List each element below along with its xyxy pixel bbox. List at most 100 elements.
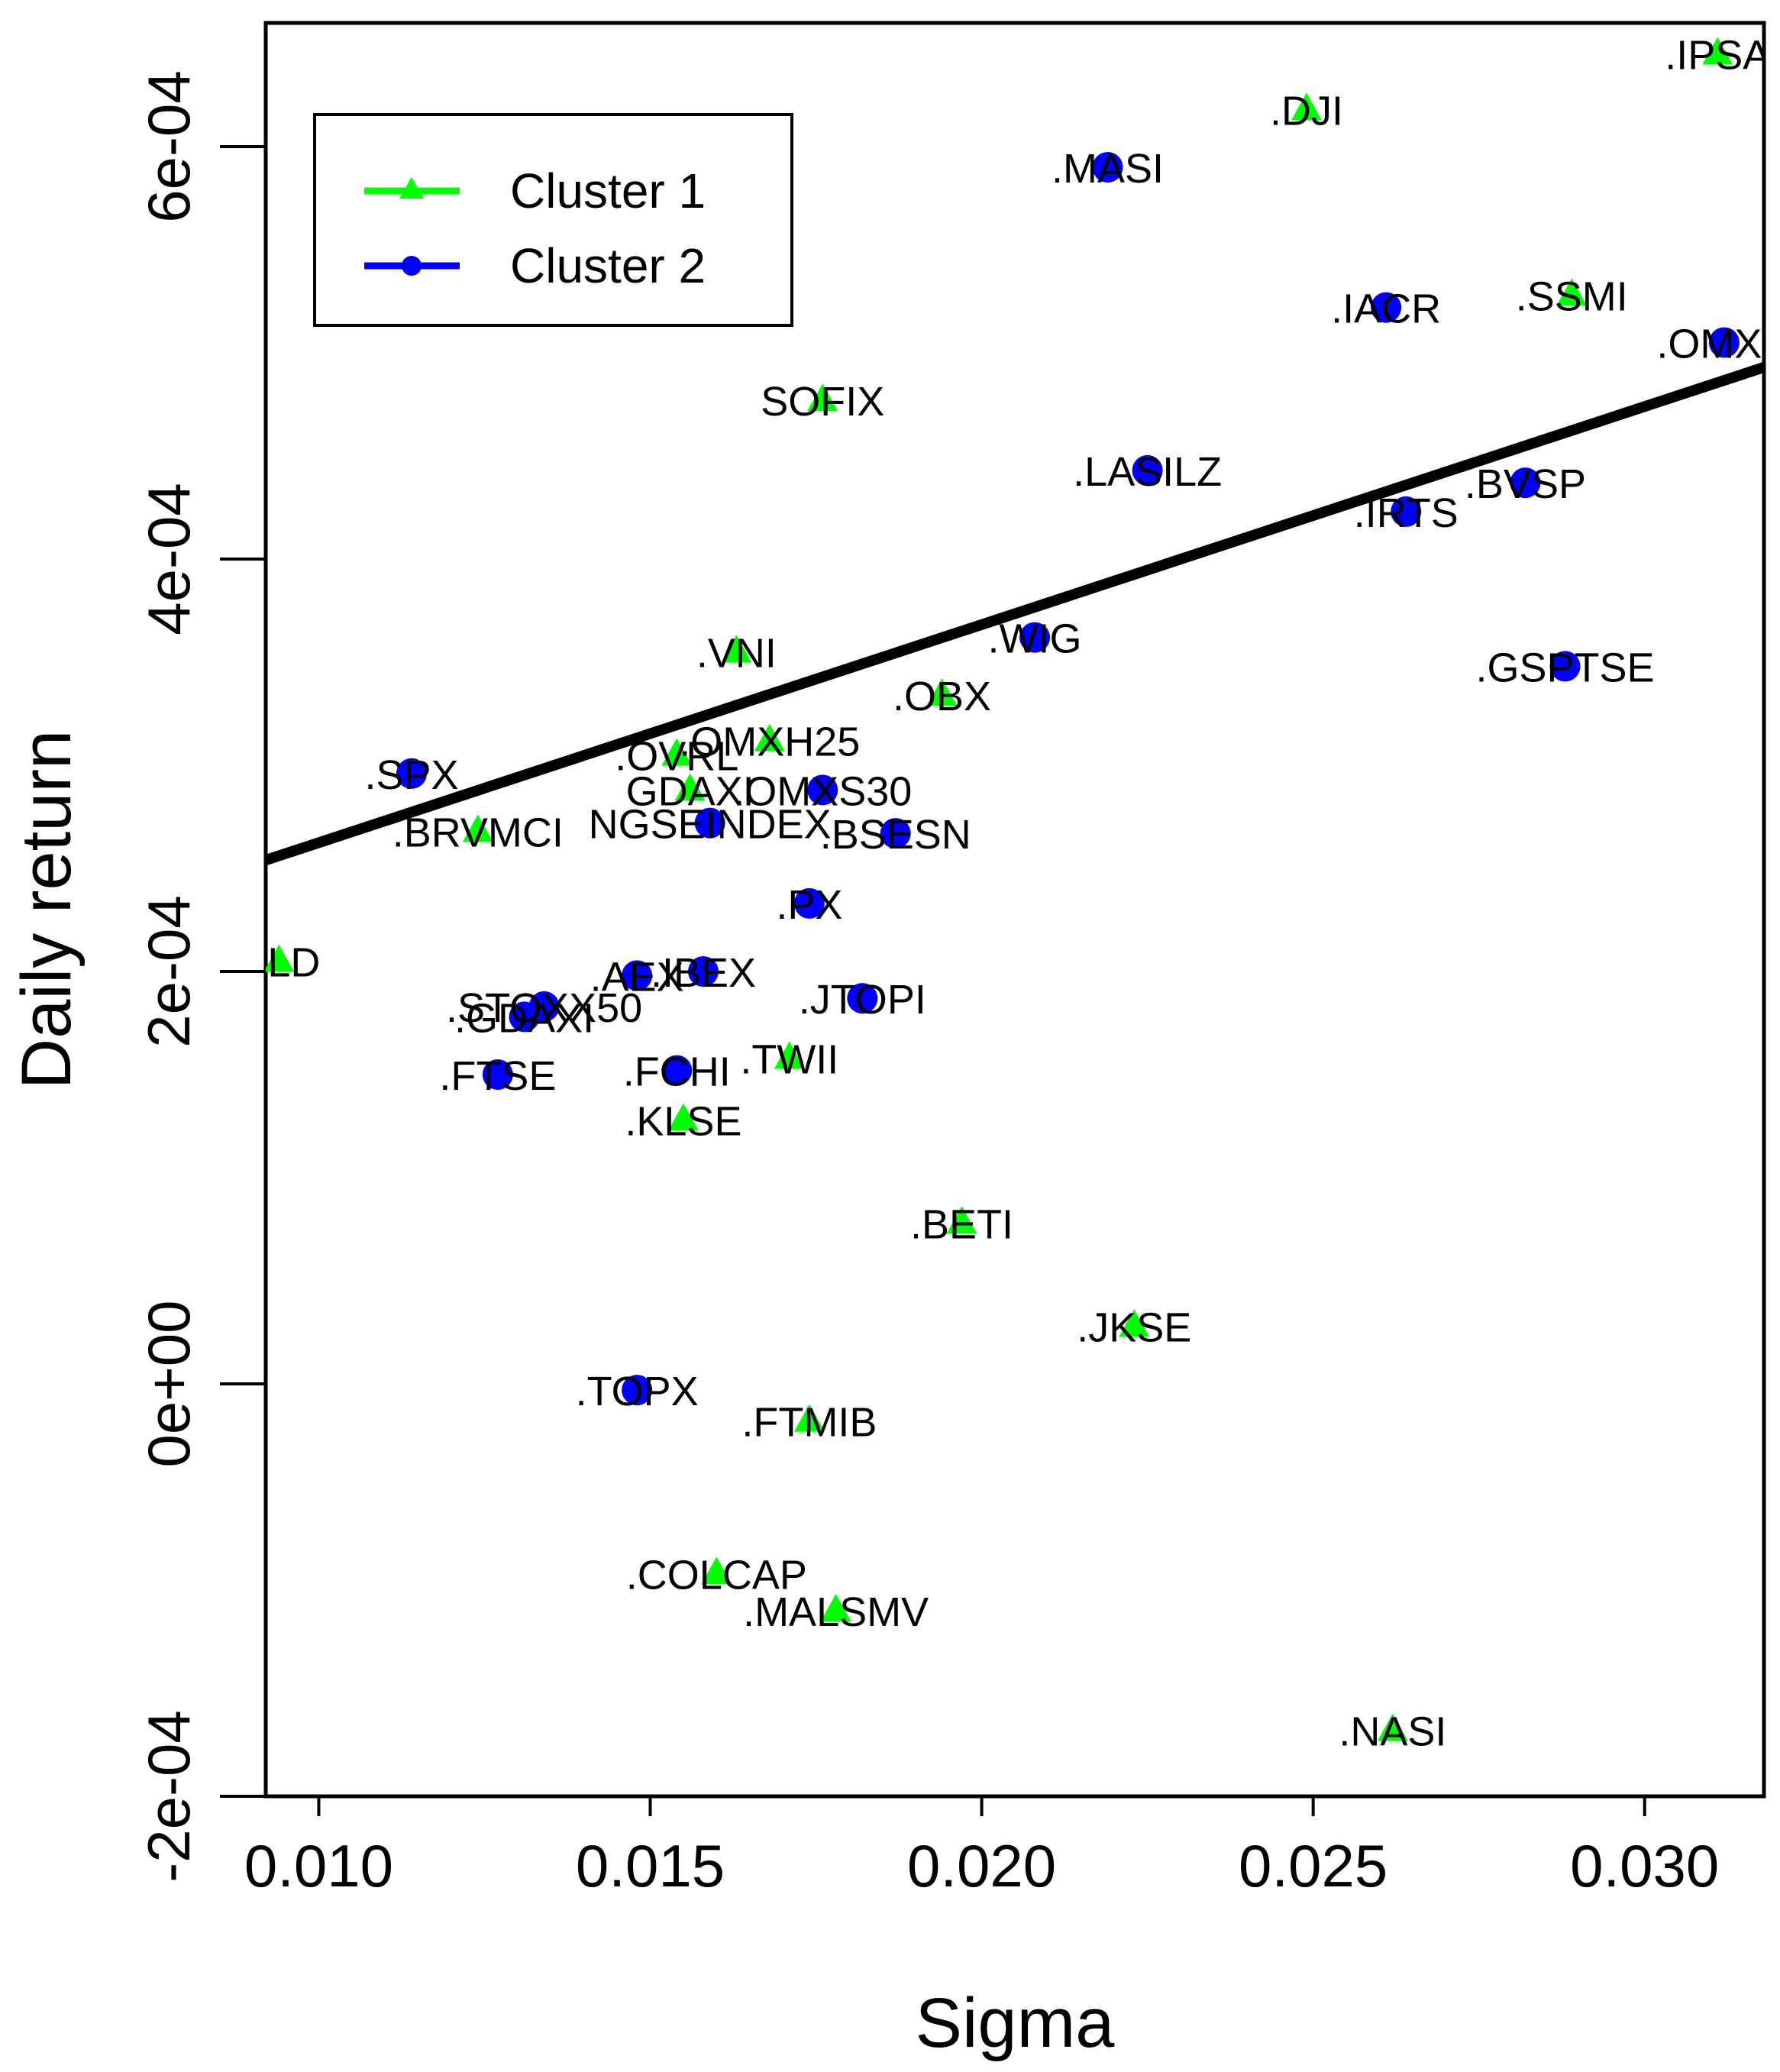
cluster-2-point xyxy=(793,887,825,919)
cluster-1-point xyxy=(701,1556,732,1585)
point-label: .GSPTSE xyxy=(1476,645,1655,690)
point-label: RLD xyxy=(237,940,320,986)
cluster-1-point xyxy=(1377,1713,1408,1741)
cluster-2-point xyxy=(661,1055,693,1086)
cluster-2-point xyxy=(622,960,653,991)
point-label: .KLSE xyxy=(625,1098,741,1144)
cluster-2-point xyxy=(807,774,838,806)
cluster-2-point xyxy=(1708,327,1740,358)
point-label: .PX xyxy=(776,882,842,928)
cluster-2-point xyxy=(1371,292,1402,323)
point-label: .OMXS30 xyxy=(733,768,912,814)
legend-label-cluster-1: Cluster 1 xyxy=(510,163,706,218)
point-label: .GDAXI xyxy=(454,995,594,1041)
cluster-2-point xyxy=(1019,622,1051,653)
cluster-1-point xyxy=(674,773,706,801)
point-label: .OMXC xyxy=(1656,322,1780,367)
cluster-2-point xyxy=(847,983,878,1014)
point-label: .FTMIB xyxy=(741,1400,877,1446)
point-label: .STOXX50 xyxy=(446,985,642,1031)
legend-box xyxy=(313,113,793,327)
x-tick-label: 0.010 xyxy=(244,1832,393,1899)
cluster-1-point xyxy=(774,1041,805,1069)
cluster-2-point xyxy=(1132,454,1163,486)
x-tick-label: 0.025 xyxy=(1239,1832,1387,1899)
y-tick-label: 6e-04 xyxy=(135,70,202,223)
cluster-1-point xyxy=(946,1206,977,1234)
point-label: .IRTS xyxy=(1354,490,1459,536)
cluster-1-point xyxy=(721,635,752,663)
cluster-1-point xyxy=(807,383,838,412)
point-label: .NASI xyxy=(1339,1709,1446,1755)
cluster-2-point xyxy=(1391,496,1422,527)
cluster-1-point xyxy=(754,723,785,752)
point-label: .AEX xyxy=(590,954,684,1000)
cluster-1-point xyxy=(266,944,295,972)
cluster-1-point xyxy=(462,814,493,842)
y-axis: -2e-04 0e+00 2e-04 4e-04 6e-04 xyxy=(135,70,266,1883)
point-label: .LASILZ xyxy=(1073,449,1222,495)
point-label: .MALSMV xyxy=(743,1589,929,1635)
y-tick-label: 0e+00 xyxy=(135,1300,202,1467)
point-label: .OBX xyxy=(893,674,991,719)
cluster-1-point xyxy=(926,678,958,706)
regression-line xyxy=(266,362,1764,865)
point-label: .BSESN xyxy=(820,812,971,858)
cluster-2-point xyxy=(687,956,719,987)
cluster-2-point xyxy=(396,758,427,789)
legend-label-cluster-2: Cluster 2 xyxy=(510,238,706,293)
x-axis-title: Sigma xyxy=(916,1984,1116,2062)
x-tick-label: 0.015 xyxy=(576,1832,725,1899)
cluster-1-point xyxy=(667,1103,699,1131)
point-label: .JKSE xyxy=(1077,1304,1191,1350)
point-label: .IACR xyxy=(1331,286,1441,332)
cluster-1-point xyxy=(1119,1309,1150,1337)
point-label: .TWII xyxy=(740,1036,838,1082)
legend-marker-cluster-1 xyxy=(399,177,424,199)
point-label: GDAXI xyxy=(626,768,754,814)
point-label: .OVRL xyxy=(615,734,738,780)
point-label: .TOPX xyxy=(576,1369,699,1414)
point-label: .SSMI xyxy=(1516,273,1628,319)
y-tick-label: 2e-04 xyxy=(135,895,202,1048)
y-axis-title: Daily return xyxy=(8,730,86,1089)
point-label: .MASI xyxy=(1052,146,1164,192)
cluster-1-point xyxy=(793,1404,825,1432)
x-tick-label: 0.030 xyxy=(1570,1832,1719,1899)
cluster-1-point xyxy=(1291,92,1322,121)
point-label: .BRVMCI xyxy=(393,810,564,855)
legend-marker-cluster-2 xyxy=(402,256,422,276)
cluster-2-point xyxy=(1549,651,1581,682)
point-label: .FTSE xyxy=(439,1053,556,1099)
point-label: .BVSP xyxy=(1465,461,1586,507)
y-tick-label: 4e-04 xyxy=(135,483,202,635)
legend: Cluster 1 Cluster 2 xyxy=(313,113,793,327)
cluster-2-point xyxy=(622,1375,653,1406)
point-label: .OMXH25 xyxy=(679,719,860,765)
cluster-2-point xyxy=(1092,152,1123,183)
point-label: NGSEINDEX xyxy=(589,802,832,848)
cluster-2-point xyxy=(482,1059,513,1090)
cluster-1-point xyxy=(820,1594,851,1621)
cluster-1-point xyxy=(1556,278,1588,306)
cluster-2-point xyxy=(694,807,725,839)
y-tick-label: -2e-04 xyxy=(135,1710,202,1882)
point-label: .SPX xyxy=(364,752,458,798)
cluster-2-point xyxy=(509,1001,540,1033)
point-label: .DJI xyxy=(1270,88,1343,134)
point-label: .BETI xyxy=(910,1201,1013,1247)
cluster-1-point xyxy=(1702,37,1733,65)
x-axis: 0.010 0.015 0.020 0.025 0.030 xyxy=(244,1796,1719,1899)
point-label: .WIG xyxy=(988,616,1082,662)
x-tick-label: 0.020 xyxy=(907,1832,1056,1899)
cluster-2-point xyxy=(880,818,911,849)
point-label: .JTOPI xyxy=(799,977,926,1023)
point-label: SOFIX xyxy=(761,379,884,425)
point-label: .VNI xyxy=(696,631,777,677)
cluster-2-point xyxy=(1510,467,1541,499)
point-label: .FCHI xyxy=(623,1049,731,1095)
cluster-1-point xyxy=(661,738,693,766)
point-label: .COLCAP xyxy=(626,1552,807,1598)
point-label: .IBEX xyxy=(651,950,756,996)
